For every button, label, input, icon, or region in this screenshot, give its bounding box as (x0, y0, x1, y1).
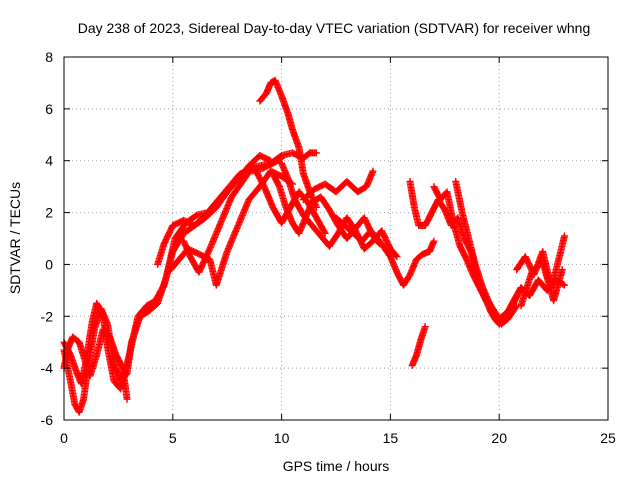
y-tick-label: 6 (45, 101, 53, 117)
plot-frame (63, 56, 609, 421)
series-track-3 (60, 325, 131, 403)
grid-lines (64, 57, 608, 420)
x-tick-label: 0 (60, 430, 68, 446)
x-tick-label: 25 (600, 430, 616, 446)
data-point-marker (320, 228, 328, 236)
x-tick-label: 20 (491, 430, 507, 446)
y-tick-label: 8 (45, 49, 53, 65)
x-axis-label: GPS time / hours (283, 458, 390, 474)
series-track-10 (299, 167, 377, 204)
chart-title: Day 238 of 2023, Sidereal Day-to-day VTE… (78, 20, 591, 36)
data-point-marker (392, 252, 400, 260)
data-point-marker (312, 149, 320, 157)
data-point-marker (393, 253, 401, 261)
data-point-marker (312, 203, 320, 211)
data-point-marker (430, 237, 438, 245)
data-point-marker (516, 285, 524, 293)
data-point-marker (123, 395, 131, 403)
y-tick-label: -6 (41, 412, 54, 428)
series-track-15 (452, 177, 521, 328)
axis-ticks (63, 56, 609, 421)
axis-tick-labels: 0 5 10 15 20 25 -6 -4 -2 0 2 4 6 8 (41, 49, 616, 446)
x-tick-label: 5 (169, 430, 177, 446)
data-point-marker (421, 323, 429, 331)
data-point-marker (512, 303, 520, 311)
data-point-marker (560, 232, 568, 240)
y-tick-label: 4 (45, 153, 53, 169)
y-axis-label: SDTVAR / TECUs (7, 182, 23, 294)
data-point-marker (560, 281, 568, 289)
series-track-12 (408, 323, 429, 370)
data-point-marker (321, 229, 329, 237)
data-point-marker (558, 266, 566, 274)
x-tick-label: 10 (274, 430, 290, 446)
y-tick-label: -4 (41, 360, 54, 376)
y-tick-label: 0 (45, 256, 53, 272)
series-track-16 (513, 232, 568, 292)
y-tick-label: -2 (41, 308, 54, 324)
data-points (60, 76, 568, 416)
series-track-11 (332, 214, 438, 289)
data-point-marker (369, 167, 377, 175)
y-tick-label: 2 (45, 205, 53, 221)
series-track-17 (517, 258, 566, 310)
x-tick-label: 15 (383, 430, 399, 446)
